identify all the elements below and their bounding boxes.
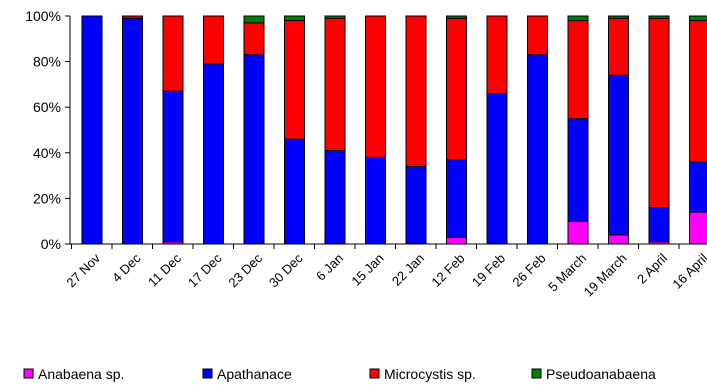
bar-segment	[162, 15, 184, 92]
bar-segment	[203, 15, 224, 65]
x-tick-label: 2 April	[634, 250, 670, 286]
x-tick-label: 15 Jan	[348, 251, 386, 289]
x-tick-label: 19 Feb	[469, 251, 508, 290]
x-tick-label: 4 Dec	[109, 250, 144, 285]
bar-segment	[446, 159, 467, 238]
y-tick-label: 0%	[41, 236, 61, 252]
x-tick-label: 19 March	[581, 251, 630, 300]
legend-label: Microcystis sp.	[384, 366, 476, 382]
bar-segment	[324, 15, 346, 19]
y-tick-label: 60%	[33, 99, 61, 115]
bar-segment	[486, 15, 508, 95]
legend: Anabaena sp. Apathanace Microcystis sp. Pse…	[23, 366, 656, 382]
x-tick-label: 27 Nov	[63, 250, 103, 290]
bar-segment	[405, 165, 427, 245]
bar-segment	[243, 15, 265, 24]
bar-segment	[243, 54, 265, 245]
bar-segment	[567, 15, 589, 22]
y-tick-label: 80%	[33, 54, 61, 70]
x-tick-label: 17 Dec	[185, 250, 225, 290]
bar-segment	[648, 17, 670, 209]
bar-segment	[81, 15, 103, 245]
bar-segment	[648, 207, 670, 243]
legend-label: Apathanace	[217, 366, 292, 382]
legend-swatch	[202, 368, 213, 379]
bar-segment	[689, 211, 707, 245]
bar-segment	[122, 17, 143, 245]
bar-segment	[567, 20, 589, 120]
bar-segment	[567, 220, 589, 245]
x-tick-label: 30 Dec	[266, 250, 306, 290]
bar-segment	[446, 15, 467, 19]
bar-segment	[446, 17, 467, 161]
legend-label: Anabaena sp.	[38, 366, 124, 382]
bar-segment	[608, 234, 629, 245]
bar-segment	[365, 156, 386, 245]
bar-segment	[608, 74, 629, 236]
legend-swatch	[23, 368, 34, 379]
bar-segment	[203, 63, 224, 245]
bar-segment	[284, 15, 305, 22]
y-tick-label: 20%	[33, 190, 61, 206]
legend-swatch	[369, 368, 380, 379]
bar-segment	[486, 93, 508, 245]
bar-segment	[324, 17, 346, 152]
x-tick-label: 22 Jan	[389, 251, 427, 289]
bar-segment	[689, 15, 707, 22]
x-tick-label: 23 Dec	[225, 250, 265, 290]
bar-segment	[527, 54, 548, 245]
bar-segment	[689, 20, 707, 163]
x-tick-label: 12 Feb	[428, 251, 467, 290]
x-axis: 27 Nov 4 Dec 11 Dec 17 Dec 23 Dec 30 Dec 6 Jan…	[63, 243, 707, 300]
bar-segment	[365, 15, 386, 158]
x-tick-label: 26 Feb	[509, 251, 548, 290]
bar-segment	[405, 15, 427, 167]
bar-segment	[527, 15, 548, 56]
bars	[81, 15, 707, 245]
bar-segment	[243, 22, 265, 56]
bar-segment	[608, 15, 629, 19]
bar-segment	[446, 236, 467, 245]
legend-label: Pseudoanabaena	[546, 366, 656, 382]
bar-segment	[324, 150, 346, 245]
bar-segment	[162, 90, 184, 243]
bar-segment	[122, 15, 143, 19]
y-tick-label: 40%	[33, 145, 61, 161]
y-axis: 0% 20% 40% 60% 80% 100%	[25, 8, 71, 252]
bar-segment	[284, 20, 305, 140]
x-tick-label: 16 April	[669, 250, 707, 291]
bar-segment	[689, 161, 707, 213]
legend-swatch	[531, 368, 542, 379]
bar-segment	[567, 118, 589, 222]
bar-segment	[284, 138, 305, 245]
x-tick-label: 11 Dec	[145, 250, 184, 289]
bar-segment	[608, 17, 629, 76]
bar-segment	[648, 15, 670, 19]
y-tick-label: 100%	[25, 8, 61, 24]
x-tick-label: 6 Jan	[313, 251, 346, 284]
